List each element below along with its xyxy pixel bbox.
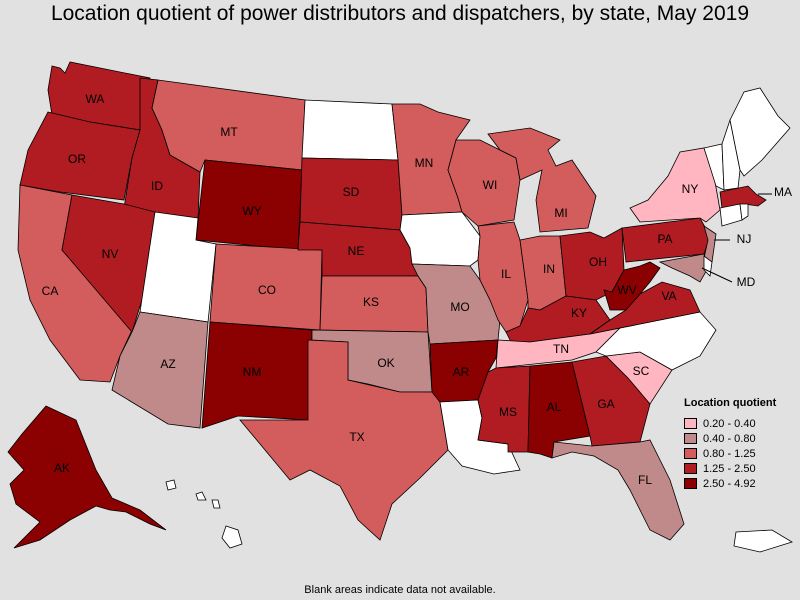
state-ny[interactable] [629, 147, 721, 223]
label-or: OR [68, 152, 86, 166]
label-wy: WY [242, 204, 261, 218]
legend-item: 0.20 - 0.40 [684, 416, 776, 431]
state-nd[interactable] [301, 99, 399, 161]
label-pa: PA [657, 232, 672, 246]
legend-label: 1.25 - 2.50 [703, 462, 756, 475]
state-nv[interactable] [61, 194, 156, 333]
label-nm: NM [243, 365, 262, 379]
leader-line-md [701, 267, 733, 283]
legend-label: 0.80 - 1.25 [703, 447, 756, 460]
state-nm[interactable] [201, 321, 313, 429]
state-fl[interactable] [551, 439, 685, 541]
label-az: AZ [160, 357, 175, 371]
label-ks: KS [363, 295, 379, 309]
footnote: Blank areas indicate data not available. [304, 584, 496, 596]
legend: Location quotient 0.20 - 0.40 0.40 - 0.8… [684, 397, 776, 491]
territory-pr[interactable] [733, 529, 793, 553]
state-or[interactable] [19, 111, 141, 201]
label-tn: TN [553, 342, 569, 356]
state-ri[interactable] [739, 203, 749, 221]
state-ct[interactable] [719, 203, 743, 227]
map-title: Location quotient of power distributors … [50, 2, 750, 25]
label-va: VA [661, 289, 676, 303]
legend-label: 2.50 - 4.92 [703, 477, 756, 490]
legend-swatch [684, 448, 697, 459]
label-nj: NJ [737, 232, 752, 246]
label-wv: WV [617, 283, 636, 297]
state-me[interactable] [729, 87, 791, 177]
state-tx[interactable] [239, 339, 449, 541]
legend-swatch [684, 433, 697, 444]
legend-item: 2.50 - 4.92 [684, 476, 776, 491]
state-az[interactable] [111, 311, 209, 429]
state-hi[interactable] [165, 479, 243, 549]
state-ms[interactable] [477, 365, 531, 453]
legend-title: Location quotient [684, 397, 777, 409]
label-in: IN [543, 262, 555, 276]
legend-item: 0.80 - 1.25 [684, 446, 776, 461]
state-va[interactable] [589, 281, 701, 335]
label-co: CO [258, 283, 276, 297]
label-id: ID [151, 179, 163, 193]
legend-swatch [684, 418, 697, 429]
label-al: AL [547, 400, 562, 414]
label-ga: GA [597, 397, 614, 411]
label-wi: WI [483, 178, 498, 192]
label-fl: FL [638, 473, 652, 487]
label-mn: MN [415, 156, 434, 170]
legend-label: 0.20 - 0.40 [703, 417, 756, 430]
label-ok: OK [377, 356, 394, 370]
label-il: IL [501, 267, 511, 281]
label-ne: NE [348, 244, 365, 258]
state-mi[interactable] [487, 127, 597, 233]
state-wi[interactable] [447, 139, 521, 227]
label-ma: MA [774, 185, 792, 199]
label-ms: MS [499, 405, 517, 419]
label-wa: WA [86, 92, 105, 106]
state-wv[interactable] [603, 261, 661, 311]
legend-label: 0.40 - 0.80 [703, 432, 756, 445]
label-ca: CA [42, 284, 59, 298]
label-sc: SC [633, 364, 650, 378]
label-ky: KY [571, 306, 587, 320]
legend-swatch [684, 463, 697, 474]
label-md: MD [737, 275, 756, 289]
state-md[interactable] [658, 253, 709, 283]
label-oh: OH [589, 255, 607, 269]
label-ny: NY [682, 182, 699, 196]
state-ak[interactable] [7, 405, 167, 549]
legend-item: 1.25 - 2.50 [684, 461, 776, 476]
state-de[interactable] [703, 255, 713, 277]
label-ak: AK [54, 461, 70, 475]
label-tx: TX [349, 430, 364, 444]
label-sd: SD [343, 185, 360, 199]
label-nv: NV [102, 247, 119, 261]
legend-swatch [684, 478, 697, 489]
state-il[interactable] [477, 221, 529, 333]
label-mi: MI [554, 206, 567, 220]
legend-item: 0.40 - 0.80 [684, 431, 776, 446]
label-mt: MT [220, 125, 238, 139]
label-ar: AR [453, 365, 470, 379]
label-mo: MO [450, 300, 469, 314]
state-nh[interactable] [721, 118, 741, 191]
state-ia[interactable] [399, 211, 481, 267]
